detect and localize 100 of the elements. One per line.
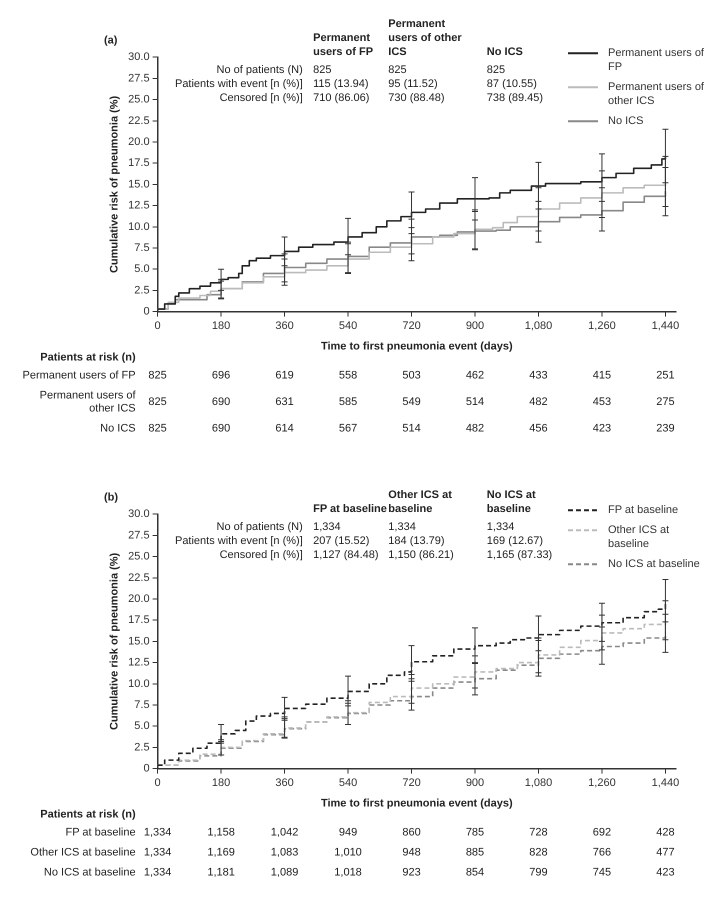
y-tick-label: 10.0	[128, 678, 150, 690]
y-tick-label: 30.0	[128, 508, 150, 520]
y-tick-label: 5.0	[134, 720, 150, 732]
text: 860	[402, 826, 421, 839]
text: 567	[338, 422, 358, 435]
text: Patients at risk (n)	[40, 352, 136, 364]
annotation: 738 (89.45)	[486, 92, 544, 104]
x-tick-label: 1,080	[524, 777, 552, 790]
legend-label: Permanent users of other ICS	[608, 81, 705, 108]
x-tick-label: 180	[212, 777, 230, 790]
chart-title: (a)	[104, 34, 118, 47]
text: 825	[148, 422, 167, 435]
text: 239	[656, 422, 675, 435]
annotation: 825	[486, 64, 506, 76]
text: 462	[466, 370, 484, 382]
y-tick-label: 12.5	[128, 656, 150, 669]
legend-label: Other ICS at baseline	[608, 524, 670, 550]
text: 1,089	[270, 866, 298, 879]
y-tick-label: 17.5	[128, 614, 150, 626]
annotation: 1,150 (86.21)	[388, 549, 454, 562]
y-axis-title: Cumulative risk of pneumonia (%)	[108, 552, 121, 730]
text: 785	[466, 826, 484, 839]
text: 885	[466, 846, 484, 859]
annotation: 1,127 (84.48)	[313, 549, 379, 562]
y-tick-label: 30.0	[128, 51, 150, 64]
chart-title: (b)	[104, 492, 118, 504]
text: 423	[592, 422, 612, 435]
y-tick-label: 27.5	[128, 529, 150, 542]
annotation: 710 (86.06)	[313, 92, 370, 104]
text: 477	[656, 846, 675, 859]
text: 428	[656, 826, 675, 839]
y-tick-label: 7.5	[134, 699, 150, 712]
text: 251	[656, 370, 675, 382]
text: 415	[592, 370, 612, 382]
y-tick-label: 22.5	[128, 572, 150, 584]
x-tick-label: 360	[275, 320, 294, 332]
text: 1,018	[334, 866, 362, 879]
text: 1,010	[334, 846, 362, 859]
x-tick-label: 1,260	[588, 320, 616, 332]
annotation: 95 (11.52)	[388, 78, 438, 90]
x-tick-label: 1,440	[652, 777, 680, 790]
text: 690	[212, 396, 230, 408]
text: 1,169	[207, 846, 235, 859]
y-tick-label: 15.0	[128, 178, 150, 190]
text: 923	[402, 866, 421, 879]
x-tick-label: 1,440	[652, 320, 680, 332]
text: 456	[529, 422, 548, 435]
y-tick-label: 17.5	[128, 157, 150, 170]
text: 692	[592, 826, 612, 839]
legend-label: FP at baseline	[608, 504, 678, 516]
text: 745	[592, 866, 612, 879]
x-tick-label: 0	[154, 320, 161, 332]
y-tick-label: 25.0	[128, 550, 150, 563]
x-tick-label: 1,260	[588, 777, 616, 790]
text: 854	[466, 866, 484, 879]
x-tick-label: 540	[338, 320, 358, 332]
y-tick-label: 12.5	[128, 200, 150, 212]
x-tick-label: 360	[275, 777, 294, 790]
text: 614	[275, 422, 294, 435]
annotation: 1,334	[388, 521, 416, 534]
annotation: Other ICS at baseline	[388, 489, 452, 516]
x-tick-label: 540	[338, 777, 358, 790]
x-tick-label: 900	[466, 320, 484, 332]
text: No ICS	[100, 422, 136, 435]
text: 433	[529, 370, 548, 382]
y-tick-label: 15.0	[128, 635, 150, 648]
legend-label: No ICS at baseline	[608, 558, 700, 570]
y-tick-label: 7.5	[134, 242, 150, 254]
annotation: FP at baseline	[313, 503, 387, 516]
annotation: 825	[313, 64, 332, 76]
text: 453	[592, 396, 612, 408]
y-tick-label: 2.5	[134, 284, 150, 296]
annotation: Censored [n (%)]	[220, 549, 303, 562]
text: 799	[529, 866, 548, 879]
annotation: No ICS	[486, 46, 523, 58]
text: 949	[338, 826, 358, 839]
text: 585	[338, 396, 358, 408]
text: 514	[466, 396, 484, 408]
y-tick-label: 22.5	[128, 114, 150, 127]
text: 825	[148, 396, 167, 408]
text: 275	[656, 396, 675, 408]
text: 948	[402, 846, 421, 859]
x-tick-label: 720	[402, 777, 421, 790]
x-tick-label: 1,080	[524, 320, 552, 332]
annotation: 1,334	[486, 521, 514, 534]
y-tick-label: 27.5	[128, 72, 150, 84]
text: 631	[275, 396, 294, 408]
y-axis-title: Cumulative risk of pneumonia (%)	[108, 95, 121, 274]
annotation: 115 (13.94)	[313, 78, 369, 90]
annotation: 825	[388, 64, 407, 76]
annotation: No ICS at baseline	[486, 489, 536, 516]
y-tick-label: 20.0	[128, 593, 150, 606]
text: 558	[338, 370, 358, 382]
annotation: 207 (15.52)	[313, 535, 370, 548]
text: 1,158	[207, 826, 235, 839]
annotation: 730 (88.48)	[388, 92, 445, 104]
x-tick-label: 900	[466, 777, 484, 790]
annotation: Patients with event [n (%)]	[174, 78, 303, 90]
text: Permanent users of FP	[22, 370, 136, 382]
text: 482	[466, 422, 484, 435]
